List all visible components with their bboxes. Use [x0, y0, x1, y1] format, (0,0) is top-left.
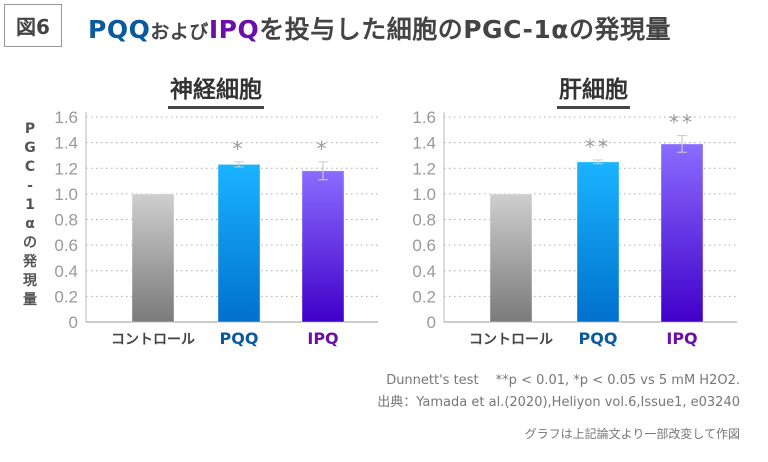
bar-control [131, 193, 175, 323]
y-axis-label-char: C [24, 159, 36, 175]
bar-ipq [301, 170, 345, 323]
y-tick-label: 0.8 [54, 211, 78, 230]
chart-title-neuron: 神経細胞 [168, 70, 264, 109]
title-pqq: PQQ [88, 15, 151, 44]
x-tick-label: PQQ [220, 329, 259, 348]
y-tick-label: 0.8 [412, 211, 436, 230]
figure-label: 図6 [4, 4, 62, 47]
modified-note: グラフは上記論文より一部改変して作図 [524, 427, 740, 441]
bar-pqq [576, 161, 620, 323]
bar-ipq [660, 143, 704, 323]
x-tick-label: コントロール [469, 332, 553, 348]
chart-title-liver: 肝細胞 [557, 70, 630, 109]
stats-note: Dunnett's test **p < 0.01, *p < 0.05 vs … [386, 373, 740, 388]
y-tick-label: 1.4 [54, 134, 78, 153]
y-tick-label: 1.6 [412, 108, 436, 127]
y-tick-label: 1.0 [412, 185, 436, 204]
y-tick-label: 1.4 [412, 134, 436, 153]
y-tick-label: 0.4 [412, 262, 436, 281]
y-tick-label: 0.6 [412, 236, 436, 255]
y-tick-label: 0.2 [412, 287, 436, 306]
y-axis-label-char: 発 [23, 254, 37, 270]
title-and: および [150, 21, 209, 43]
y-axis-label-char: 1 [25, 197, 35, 213]
significance-mark: ** [585, 135, 611, 159]
y-axis-label-char: の [23, 235, 37, 251]
title-ipq: IPQ [208, 15, 260, 44]
y-tick-label: 0.6 [54, 236, 78, 255]
bar-pqq [217, 163, 261, 323]
title-rest: を投与した細胞のPGC-1αの発現量 [259, 15, 671, 44]
y-tick-label: 0 [427, 313, 436, 332]
y-tick-label: 0.4 [54, 262, 78, 281]
page-title: PQQおよびIPQを投与した細胞のPGC-1αの発現量 [88, 10, 671, 46]
x-tick-label: PQQ [579, 329, 618, 348]
y-axis-label-char: - [27, 178, 33, 194]
significance-mark: * [233, 137, 246, 161]
y-tick-label: 0.2 [54, 287, 78, 306]
source-note: 出典：Yamada et al.(2020),Heliyon vol.6,Iss… [377, 395, 740, 410]
y-axis-label-char: 現 [23, 273, 37, 289]
y-tick-label: 1.2 [54, 159, 78, 178]
y-axis-label-char: G [24, 140, 36, 156]
x-tick-label: IPQ [307, 329, 338, 348]
y-tick-label: 1.2 [412, 159, 436, 178]
significance-mark: ** [669, 111, 695, 135]
x-tick-label: IPQ [666, 329, 697, 348]
y-axis-label-char: α [25, 216, 35, 232]
y-tick-label: 0 [69, 313, 78, 332]
significance-mark: * [317, 137, 330, 161]
bar-control [489, 193, 533, 323]
y-axis-label-char: P [24, 121, 36, 137]
y-axis-label-char: 量 [23, 292, 37, 308]
y-tick-label: 1.6 [54, 108, 78, 127]
x-tick-label: コントロール [111, 332, 195, 348]
y-tick-label: 1.0 [54, 185, 78, 204]
